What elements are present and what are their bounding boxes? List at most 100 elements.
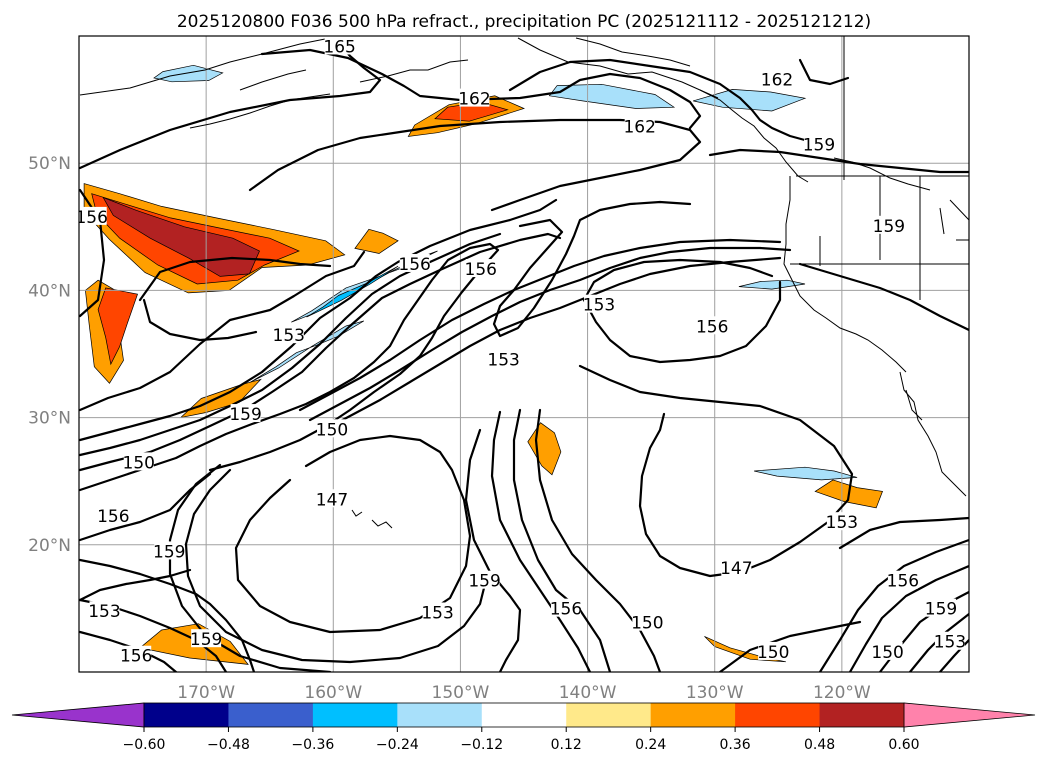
colorbar-tick-label: 0.48 xyxy=(804,737,835,753)
contour-labels: 165 162 162 162 159 156 156 156 159 153 156 153 153 1… xyxy=(79,36,966,667)
contour-label: 153 xyxy=(487,350,519,370)
lon-axis: 170°W 160°W 150°W 140°W 130°W 120°W xyxy=(177,683,871,703)
contour-label-bg xyxy=(488,349,519,368)
contour-label-group: 156 xyxy=(120,645,152,667)
contour-label-group: 165 xyxy=(323,36,356,57)
colorbar-tick-label: −0.60 xyxy=(123,737,166,753)
contour-label-group: 156 xyxy=(696,316,728,337)
contour-label: 159 xyxy=(925,600,957,620)
map-background xyxy=(79,36,969,672)
colorbar-segment xyxy=(481,703,567,727)
contour-label: 147 xyxy=(316,490,348,510)
precip-area xyxy=(97,287,138,366)
colorbar-segment xyxy=(650,703,736,727)
contour-label: 156 xyxy=(97,507,129,527)
colorbar-tick-label: −0.48 xyxy=(207,737,250,753)
contour-label-group: 156 xyxy=(398,253,431,275)
lat-axis: 50°N 40°N 30°N 20°N xyxy=(28,154,71,556)
contour-label-bg xyxy=(926,598,957,617)
contour-label-group: 156 xyxy=(465,259,497,280)
precip-area xyxy=(354,228,399,254)
contour-label-group: 159 xyxy=(803,134,835,155)
contour-label-group: 159 xyxy=(873,215,905,237)
contour-label: 165 xyxy=(323,37,355,57)
contour-label-bg xyxy=(872,641,903,660)
precip-area xyxy=(738,279,806,290)
contour-label-bg xyxy=(317,489,348,508)
lat-tick-label: 20°N xyxy=(28,536,71,556)
contour-label-bg xyxy=(89,601,120,620)
contour-label-group: 162 xyxy=(761,69,793,91)
lon-tick-label: 170°W xyxy=(177,683,235,703)
colorbar-tick-label: 0.24 xyxy=(635,737,666,753)
contour-label: 150 xyxy=(123,453,155,473)
contour-label-bg xyxy=(273,325,304,344)
contour-label: 153 xyxy=(934,633,966,653)
precip-area xyxy=(754,466,858,481)
contour-label-bg xyxy=(154,541,185,560)
colorbar: −0.60 −0.48 −0.36 −0.24 −0.12 0.12 0.24 0.36 0.4… xyxy=(11,702,1036,753)
lat-tick-label: 40°N xyxy=(28,281,71,301)
contour-label: 156 xyxy=(465,260,497,280)
contour-label: 150 xyxy=(757,643,789,663)
lat-tick-label: 50°N xyxy=(28,154,71,174)
contour-label-bg xyxy=(758,641,789,660)
contour-label-group: 156 xyxy=(79,206,108,228)
contour-label-bg xyxy=(324,36,355,55)
contour-label: 150 xyxy=(631,614,663,634)
contour-label-group: 150 xyxy=(871,641,904,663)
colorbar-segment xyxy=(566,703,652,727)
colorbar-segment xyxy=(397,703,483,727)
contour-label: 153 xyxy=(273,326,305,346)
contour-label-bg xyxy=(826,512,857,531)
contour-label-group: 153 xyxy=(273,325,305,346)
contour-label: 162 xyxy=(458,90,490,110)
lat-tick-label: 30°N xyxy=(28,409,71,429)
colorbar-segment xyxy=(819,703,905,727)
colorbar-extend-low xyxy=(11,702,145,728)
contour-label-bg xyxy=(317,419,348,438)
contour-label-bg xyxy=(399,253,430,272)
contour-label: 156 xyxy=(696,317,728,337)
contour-label: 159 xyxy=(803,135,835,155)
colorbar-segment xyxy=(228,703,314,727)
contour-label-bg xyxy=(121,645,152,664)
contour-label-group: 153 xyxy=(421,602,454,623)
contour-label: 162 xyxy=(761,71,793,91)
contour-label-bg xyxy=(79,206,107,225)
colorbar-tick-label: −0.36 xyxy=(291,737,334,753)
contour-label-group: 159 xyxy=(153,541,185,562)
contour-label-group: 153 xyxy=(487,349,520,370)
contour-label-bg xyxy=(422,602,453,621)
contour-label-group: 156 xyxy=(550,598,582,620)
contour-label-group: 153 xyxy=(826,512,858,533)
contour-label-group: 150 xyxy=(757,641,789,663)
contour-label-group: 156 xyxy=(887,570,919,592)
colorbar-extend-high xyxy=(903,702,1036,728)
colorbar-segment xyxy=(312,703,398,727)
contour-label-group: 147 xyxy=(316,489,348,510)
contour-label-bg xyxy=(873,215,904,234)
colorbar-tick-label: −0.12 xyxy=(460,737,503,753)
contour-label: 159 xyxy=(153,542,185,562)
lon-tick-label: 120°W xyxy=(813,683,871,703)
contour-label: 150 xyxy=(871,643,903,663)
map-area: 165 162 162 162 159 156 156 156 159 153 156 153 153 1… xyxy=(79,36,969,672)
contour-label-group: 153 xyxy=(88,601,121,622)
contour-label-group: 150 xyxy=(123,452,155,473)
contour-label: 156 xyxy=(887,572,919,592)
contour-label-bg xyxy=(934,631,965,650)
colorbar-tick-label: 0.12 xyxy=(551,737,582,753)
contour-label-group: 153 xyxy=(934,631,966,653)
contour-lines xyxy=(79,36,969,672)
lon-tick-label: 130°W xyxy=(686,683,744,703)
contour-label-bg xyxy=(230,404,261,423)
contour-label-group: 153 xyxy=(583,294,615,316)
contour-label: 159 xyxy=(468,572,500,592)
contour-label-bg xyxy=(632,612,663,631)
contour-label: 153 xyxy=(421,603,453,623)
chart-title: 2025120800 F036 500 hPa refract., precip… xyxy=(177,12,871,32)
contour-label-group: 147 xyxy=(720,557,753,579)
contour-label-group: 159 xyxy=(925,598,957,620)
lon-tick-label: 140°W xyxy=(559,683,617,703)
